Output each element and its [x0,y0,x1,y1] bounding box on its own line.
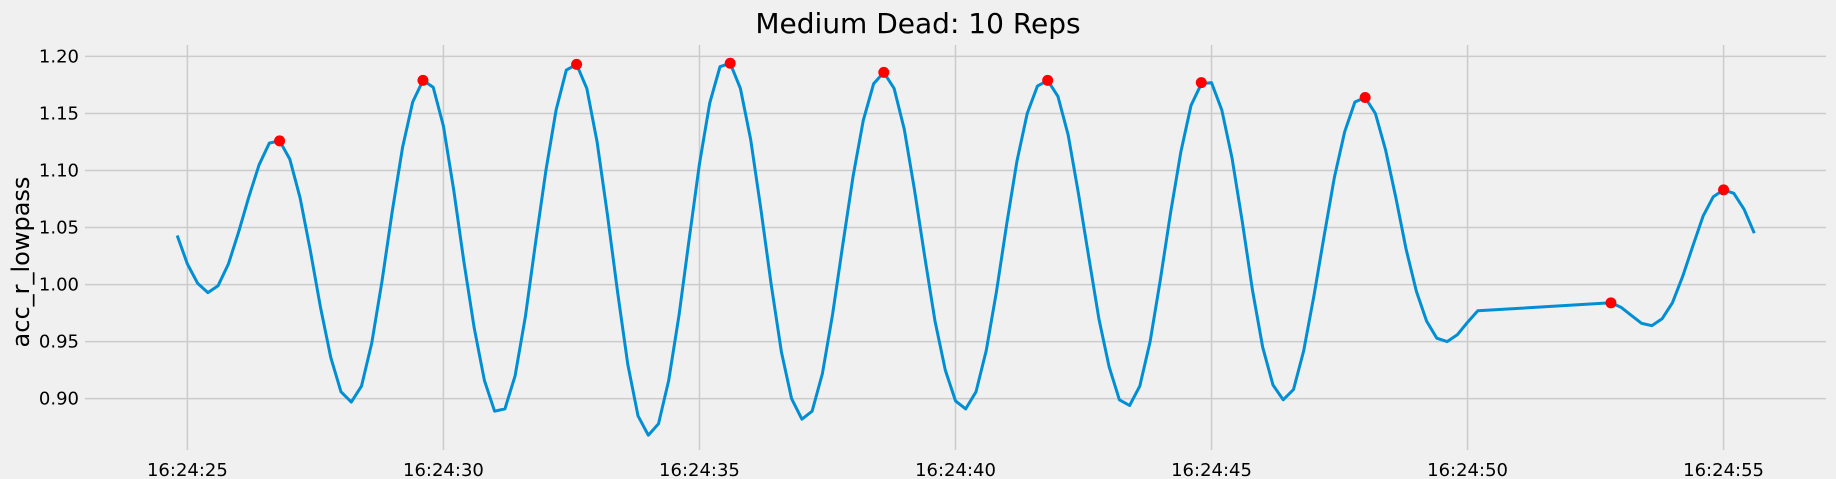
x-tick-label: 16:24:40 [915,460,996,479]
x-tick-label: 16:24:50 [1427,460,1508,479]
x-tick-labels: 16:24:25 16:24:30 16:24:35 16:24:40 16:24:45… [147,460,1764,479]
peak-marker [1718,184,1730,196]
x-tick-label: 16:24:30 [403,460,484,479]
x-tick-label: 16:24:55 [1683,460,1764,479]
x-gridlines [186,45,1725,450]
peak-marker [274,135,286,147]
y-tick-label: 1.00 [39,275,79,296]
x-tick-label: 16:24:45 [1171,460,1252,479]
y-tick-label: 1.05 [39,218,79,239]
peak-marker [878,66,890,78]
peak-marker [1359,91,1371,103]
y-tick-label: 0.90 [39,389,79,410]
peak-markers [274,57,1730,309]
peak-marker [724,57,736,69]
chart-title: Medium Dead: 10 Reps [755,7,1080,40]
peak-marker [1042,74,1054,86]
x-tick-label: 16:24:35 [659,460,740,479]
peak-marker [571,58,583,70]
y-tick-label: 1.15 [39,103,79,124]
y-tick-labels: 0.90 0.95 1.00 1.05 1.10 1.15 1.20 [39,46,79,409]
peak-marker [1605,297,1617,309]
y-axis-label: acc_r_lowpass [7,177,35,348]
series-line [175,61,1756,437]
y-tick-label: 1.20 [39,46,79,67]
x-tick-label: 16:24:25 [147,460,228,479]
y-tick-label: 0.95 [39,332,79,353]
peak-marker [1195,77,1207,89]
peak-marker [417,74,429,86]
y-tick-label: 1.10 [39,160,79,181]
y-gridlines [85,55,1826,400]
